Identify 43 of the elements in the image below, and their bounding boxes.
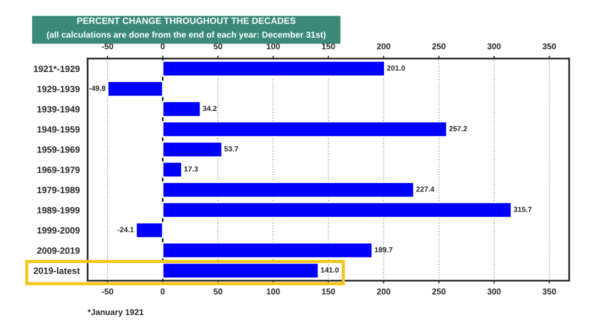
x-tick-label: 0 <box>160 288 165 294</box>
y-tick-label: 2009-2019 <box>37 247 80 254</box>
bar <box>162 202 512 218</box>
bar <box>162 100 202 118</box>
x2-tick-label: 0 <box>160 43 165 50</box>
x2-tick-label: 350 <box>542 43 556 50</box>
x-tick-label: 100 <box>266 288 280 294</box>
x2-tick-label: 300 <box>487 43 501 50</box>
y-tick-label: 1999-2009 <box>37 227 80 234</box>
x2-tick-label: 200 <box>376 43 390 50</box>
y-tick-label: 2019-latest <box>34 267 80 274</box>
bar <box>162 60 386 77</box>
x-tick-label: -50 <box>102 288 114 294</box>
x-tick-label: 250 <box>432 288 446 294</box>
y-tick-label: 1989-1999 <box>37 206 80 214</box>
bar <box>107 80 164 98</box>
chart-subtitle: (all calculations are done from the end of each year: December 31st) <box>46 31 326 40</box>
y-tick-label: 1949-1959 <box>37 126 80 133</box>
bar <box>162 182 415 198</box>
x2-tick-label: 150 <box>322 43 336 50</box>
y-tick-label: 1969-1979 <box>37 166 80 173</box>
y-tick-label: 1921*-1929 <box>34 66 80 72</box>
y-tick-label: 1939-1949 <box>37 106 80 112</box>
bar <box>162 242 373 259</box>
y-tick-label: 1929-1939 <box>37 86 80 92</box>
bar <box>162 262 320 279</box>
x-tick-label: 350 <box>542 288 556 294</box>
x2-tick-label: 250 <box>432 43 446 50</box>
x2-tick-label: -50 <box>102 43 114 50</box>
y-tick-label: 1979-1989 <box>37 186 80 194</box>
x-tick-label: 50 <box>214 288 222 294</box>
x-tick-label: 300 <box>487 288 501 294</box>
bar <box>162 161 183 178</box>
chart-title: PERCENT CHANGE THROUGHOUT THE DECADES <box>77 18 296 24</box>
x-tick-label: 200 <box>376 288 390 294</box>
bar <box>162 120 448 138</box>
x-tick-label: 150 <box>322 288 336 294</box>
x2-tick-label: 100 <box>266 43 280 50</box>
y-tick-label: 1959-1969 <box>37 146 80 153</box>
text: *January 1921 <box>88 309 144 317</box>
bar <box>135 222 164 238</box>
bar <box>162 141 223 158</box>
x2-tick-label: 50 <box>214 43 222 50</box>
